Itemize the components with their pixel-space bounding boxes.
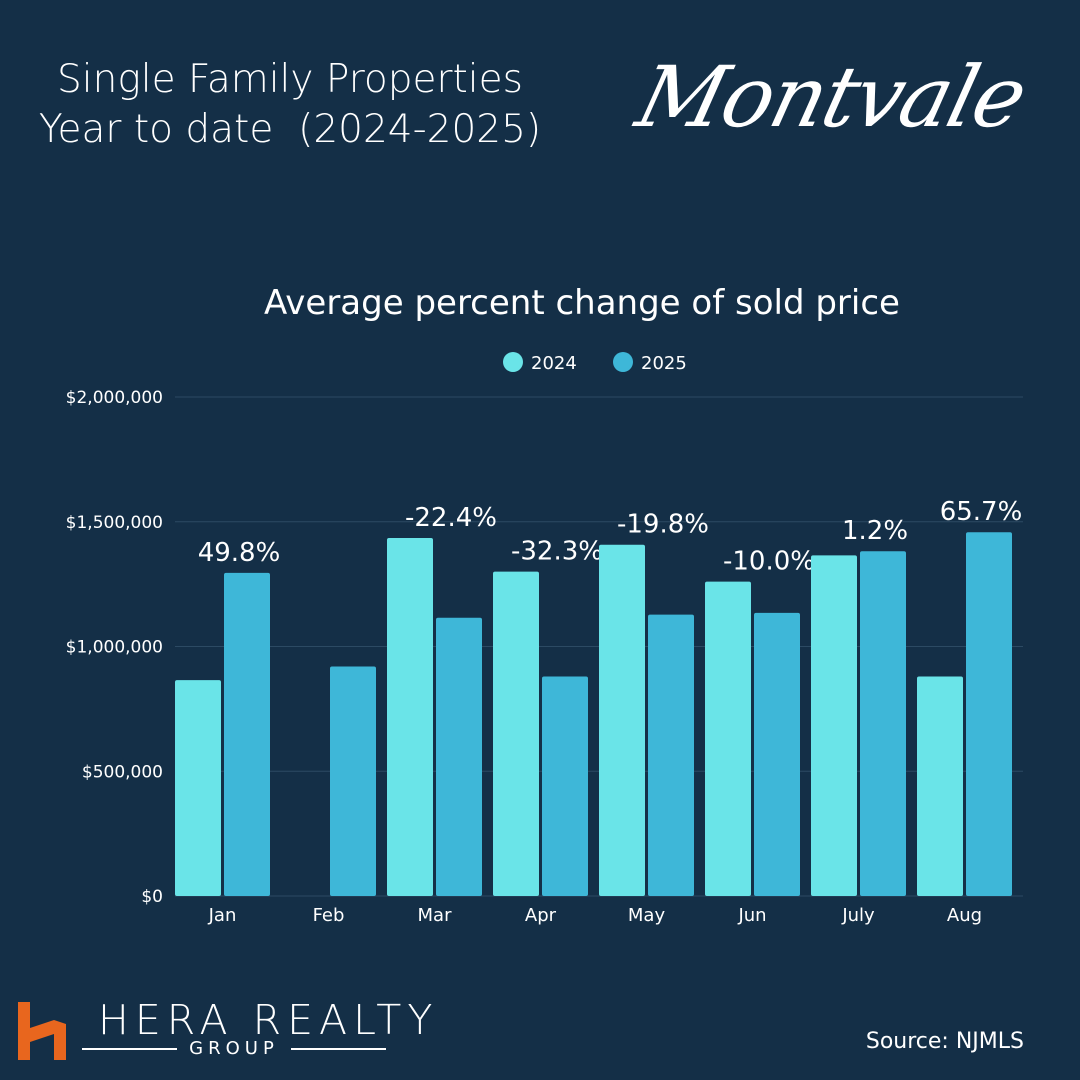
y-tick-label: $500,000 [82,762,163,782]
change-label-Apr: -32.3% [511,537,603,567]
brand-subtitle: GROUP [82,1038,386,1059]
legend-swatch-2025 [613,352,633,372]
change-label-May: -19.8% [617,510,709,540]
x-tick-label: July [841,905,875,926]
x-tick-label: Jun [737,905,766,926]
x-tick-label: Feb [313,905,345,926]
bar-2025-Jan [224,572,270,896]
brand-logo: HERA REALTY GROUP [16,996,432,1066]
bar-2025-July [860,551,906,896]
title-line-1: Single Family Properties [57,57,523,102]
bar-2024-Aug [917,676,963,896]
bar-2025-Feb [330,666,376,896]
bar-2025-May [648,614,694,896]
bar-2025-Jun [754,612,800,896]
brand-name: HERA REALTY [98,996,439,1044]
legend-label-2025: 2025 [641,353,687,374]
bar-2024-Jun [705,581,751,896]
x-tick-label: Mar [418,905,453,926]
change-label-Aug: 65.7% [940,497,1023,527]
bar-2025-Apr [542,676,588,896]
bar-2024-Jan [175,680,221,896]
legend-label-2024: 2024 [531,353,577,374]
y-tick-label: $2,000,000 [66,388,163,408]
y-tick-label: $1,000,000 [66,638,163,658]
x-tick-label: May [628,905,666,926]
x-tick-label: Jan [208,905,237,926]
bar-2024-May [599,544,645,896]
change-label-July: 1.2% [842,516,908,546]
brand-sub-label: GROUP [189,1038,279,1059]
change-label-Jun: -10.0% [723,547,815,577]
bar-2025-Aug [966,532,1012,896]
bar-2024-Mar [387,537,433,896]
title-line-2: Year to date (2024-2025) [38,107,542,152]
page-title: Single Family Properties Year to date (2… [0,55,580,155]
chart-title: Average percent change of sold price [264,283,900,323]
bar-2025-Mar [436,617,482,896]
x-tick-label: Apr [525,905,557,926]
legend-swatch-2024 [503,352,523,372]
bar-2024-July [811,555,857,896]
source-note: Source: NJMLS [865,1029,1024,1054]
change-label-Jan: 49.8% [198,538,281,568]
y-tick-label: $0 [141,887,163,907]
bar-2024-Apr [493,571,539,896]
x-tick-label: Aug [947,905,982,926]
house-h-logo-icon [18,1002,66,1060]
y-tick-label: $1,500,000 [66,513,163,533]
change-label-Mar: -22.4% [405,503,497,533]
